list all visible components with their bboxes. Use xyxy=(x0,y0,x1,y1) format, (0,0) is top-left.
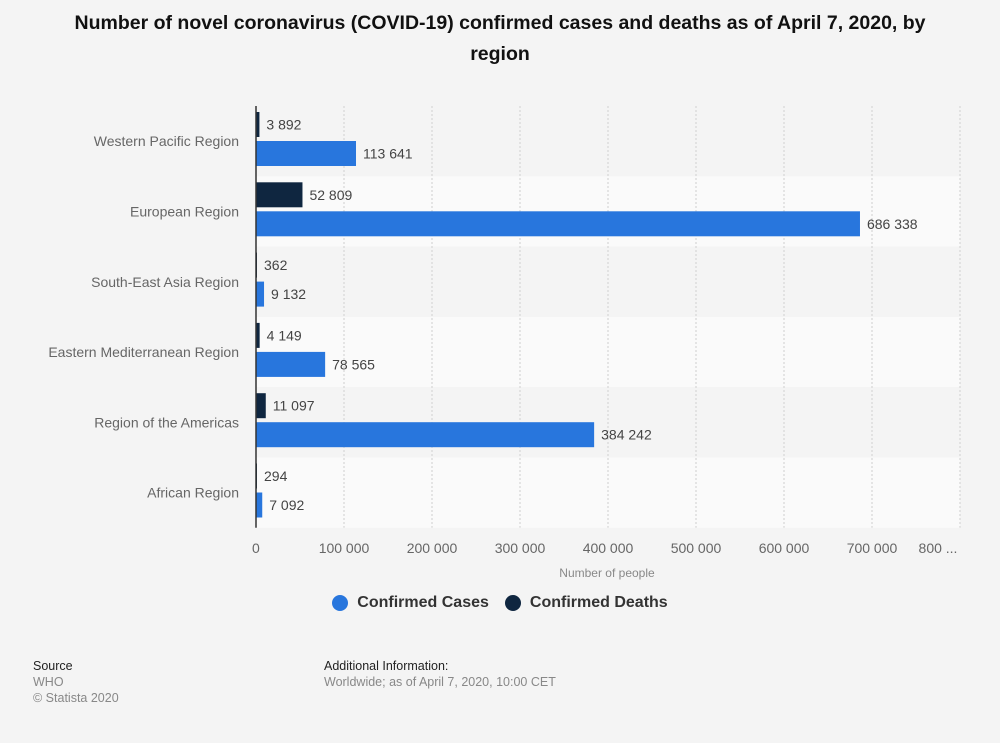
legend-label-cases: Confirmed Cases xyxy=(357,594,489,611)
legend-dot-cases xyxy=(332,595,349,611)
row-band xyxy=(256,106,960,177)
bar-confirmed-deaths xyxy=(256,112,260,137)
category-label: African Region xyxy=(147,485,239,501)
source-block: Source WHO © Statista 2020 xyxy=(33,658,119,706)
legend: Confirmed Cases Confirmed Deaths xyxy=(0,594,1000,612)
x-tick-label: 300 000 xyxy=(495,540,546,556)
legend-dot-deaths xyxy=(504,595,521,611)
bar-confirmed-cases xyxy=(256,281,265,307)
data-label-cases: 7 092 xyxy=(269,497,304,513)
bar-confirmed-cases xyxy=(256,492,263,518)
category-label: South-East Asia Region xyxy=(91,274,239,290)
legend-label-deaths: Confirmed Deaths xyxy=(529,594,668,611)
source-heading: Source xyxy=(33,659,73,673)
copyright: © Statista 2020 xyxy=(33,691,119,705)
x-tick-label: 400 000 xyxy=(583,540,634,556)
data-label-deaths: 3 892 xyxy=(266,117,301,133)
data-label-deaths: 52 809 xyxy=(309,187,352,203)
additional-info-block: Additional Information: Worldwide; as of… xyxy=(324,658,556,690)
data-label-deaths: 294 xyxy=(264,468,288,484)
data-label-cases: 9 132 xyxy=(271,286,306,302)
x-tick-label: 500 000 xyxy=(671,540,722,556)
data-label-deaths: 4 149 xyxy=(267,327,302,343)
data-label-cases: 686 338 xyxy=(867,216,918,232)
row-band xyxy=(256,457,960,528)
legend-item-confirmed-deaths[interactable]: Confirmed Deaths xyxy=(504,594,668,612)
bar-confirmed-deaths xyxy=(256,393,266,419)
additional-info-value: Worldwide; as of April 7, 2020, 10:00 CE… xyxy=(324,675,556,689)
data-label-cases: 113 641 xyxy=(363,146,413,162)
bar-confirmed-cases xyxy=(256,351,326,377)
bar-confirmed-cases xyxy=(256,141,357,166)
x-axis-title: Number of people xyxy=(559,566,655,580)
data-label-deaths: 11 097 xyxy=(273,398,315,414)
data-label-cases: 384 242 xyxy=(601,427,652,443)
data-label-deaths: 362 xyxy=(264,257,288,273)
x-tick-label: 100 000 xyxy=(319,540,370,556)
category-label: Western Pacific Region xyxy=(94,133,239,149)
x-tick-label: 200 000 xyxy=(407,540,458,556)
category-label: European Region xyxy=(130,203,239,219)
category-label: Region of the Americas xyxy=(94,414,239,430)
data-label-cases: 78 565 xyxy=(332,356,375,372)
chart-title: Number of novel coronavirus (COVID-19) c… xyxy=(74,12,926,65)
x-tick-label: 800 ... xyxy=(919,540,958,556)
bar-confirmed-cases xyxy=(256,422,595,448)
bar-chart: Western Pacific Region 3 892 113 641 Europe… xyxy=(48,106,961,580)
bar-confirmed-cases xyxy=(256,211,860,237)
bar-confirmed-deaths xyxy=(256,322,260,348)
bar-confirmed-deaths xyxy=(256,182,303,208)
source-value: WHO xyxy=(33,675,64,689)
x-tick-label: 600 000 xyxy=(759,540,810,556)
x-tick-label: 700 000 xyxy=(847,540,898,556)
category-label: Eastern Mediterranean Region xyxy=(48,344,239,360)
legend-item-confirmed-cases[interactable]: Confirmed Cases xyxy=(332,594,489,612)
x-tick-label: 0 xyxy=(252,540,260,556)
additional-info-heading: Additional Information: xyxy=(324,659,449,673)
